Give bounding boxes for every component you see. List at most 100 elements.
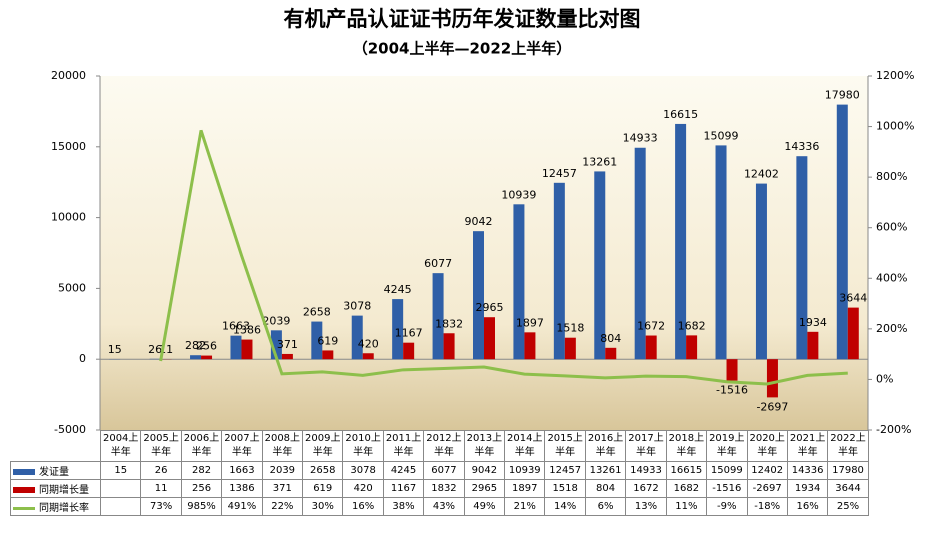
bar-value-label: 1663: [222, 320, 250, 333]
bar: [807, 331, 819, 360]
table-cell: 30%: [302, 497, 344, 516]
legend-cell: 同期增长量: [10, 479, 101, 498]
table-cell-empty: [99, 497, 142, 516]
bar: [766, 359, 778, 398]
x-tick-label: 2014上半年: [504, 430, 546, 462]
x-tick-label: 2013上半年: [463, 430, 506, 462]
table-cell: 2965: [463, 479, 506, 498]
bar-value-label: 1518: [556, 322, 584, 335]
x-tick-label: 2016上半年: [584, 430, 627, 462]
y2-tick-label: -200%: [876, 423, 911, 436]
table-cell: 43%: [423, 497, 465, 516]
table-cell: 420: [342, 479, 384, 498]
table-cell: 14336: [786, 461, 829, 480]
table-cell: 1518: [544, 479, 586, 498]
legend-swatch: [13, 506, 35, 510]
x-tick-label: 2017上半年: [625, 430, 667, 462]
bar: [836, 104, 848, 360]
legend-swatch: [13, 487, 35, 493]
bar: [634, 147, 646, 360]
bar: [351, 315, 363, 360]
table-cell: 1682: [665, 479, 708, 498]
bar: [513, 204, 525, 360]
bar: [230, 335, 242, 360]
table-cell: 21%: [504, 497, 546, 516]
bar: [322, 350, 334, 360]
bar-value-label: 1897: [516, 316, 544, 329]
bar-value-label: 13261: [582, 155, 617, 168]
x-tick-label: 2011上半年: [382, 430, 425, 462]
table-cell: -2697: [746, 479, 788, 498]
bar-value-label: 6077: [424, 257, 452, 270]
table-cell: -18%: [746, 497, 788, 516]
y2-tick-label: 200%: [876, 322, 907, 335]
table-cell: 2039: [261, 461, 304, 480]
bar: [270, 330, 282, 360]
y2-tick-label: 800%: [876, 170, 907, 183]
table-cell: 1672: [625, 479, 667, 498]
table-cell: 38%: [382, 497, 425, 516]
table-cell: 985%: [180, 497, 223, 516]
bar: [190, 355, 202, 360]
line: [159, 129, 848, 386]
table-cell: 3644: [827, 479, 869, 498]
bar-value-label: 256: [196, 340, 217, 353]
legend-cell: 同期增长率: [10, 497, 101, 516]
bar-value-label: 1386: [233, 324, 261, 337]
table-cell: 11: [140, 479, 182, 498]
table-cell-empty: [99, 479, 142, 498]
bar-value-label: 12457: [542, 167, 577, 180]
bar: [403, 342, 415, 360]
table-cell: 15099: [706, 461, 748, 480]
table-cell: 26: [140, 461, 182, 480]
y-tick-label: 10000: [51, 211, 86, 224]
bar-value-label: 371: [277, 338, 298, 351]
bar-value-label: 17980: [825, 89, 860, 102]
y2-tick-label: 400%: [876, 271, 907, 284]
table-cell: 804: [584, 479, 627, 498]
table-cell: 12457: [544, 461, 586, 480]
table-cell: 4245: [382, 461, 425, 480]
x-tick-label: 2020上半年: [746, 430, 788, 462]
x-tick-label: 2005上半年: [140, 430, 182, 462]
table-cell: 282: [180, 461, 223, 480]
table-cell: 6077: [423, 461, 465, 480]
table-cell: 73%: [140, 497, 182, 516]
bar: [686, 335, 698, 360]
table-cell: 1934: [786, 479, 829, 498]
y-tick-label: 0: [79, 352, 86, 365]
bar-value-label: 619: [317, 334, 338, 347]
bar-value-label: 10939: [501, 188, 536, 201]
bar: [473, 231, 484, 360]
bar: [311, 321, 323, 360]
y2-tick-label: 0%: [876, 372, 893, 385]
table-cell: 16%: [342, 497, 384, 516]
table-cell: 9042: [463, 461, 506, 480]
chart-subtitle: （2004上半年—2022上半年）: [353, 40, 572, 58]
table-cell: 49%: [463, 497, 506, 516]
data-table: 2004上半年 2005上半年 2006上半年 2007上半年 2008上半年 2009上…: [10, 430, 869, 516]
bar: [392, 299, 404, 360]
y-tick-label: 15000: [51, 140, 86, 153]
table-cell: 6%: [584, 497, 627, 516]
bar-value-label: 804: [600, 332, 621, 345]
legend-swatch: [13, 469, 35, 475]
bar: [796, 156, 808, 360]
table-cell: 16%: [786, 497, 829, 516]
table-cell: 619: [302, 479, 344, 498]
table-cell: 1832: [423, 479, 465, 498]
bar: [564, 337, 576, 360]
table-corner: [11, 431, 101, 462]
bar: [524, 332, 536, 360]
bar-value-label: 1934: [799, 316, 827, 329]
table-cell: 491%: [221, 497, 263, 516]
bar: [201, 355, 213, 360]
table-cell: 11%: [665, 497, 708, 516]
x-tick-label: 2004上半年: [99, 430, 142, 462]
bar-value-label: 1672: [637, 320, 665, 333]
legend-label: 同期增长量: [39, 485, 89, 496]
bar: [432, 273, 444, 360]
bar-value-label: 2658: [303, 306, 331, 319]
